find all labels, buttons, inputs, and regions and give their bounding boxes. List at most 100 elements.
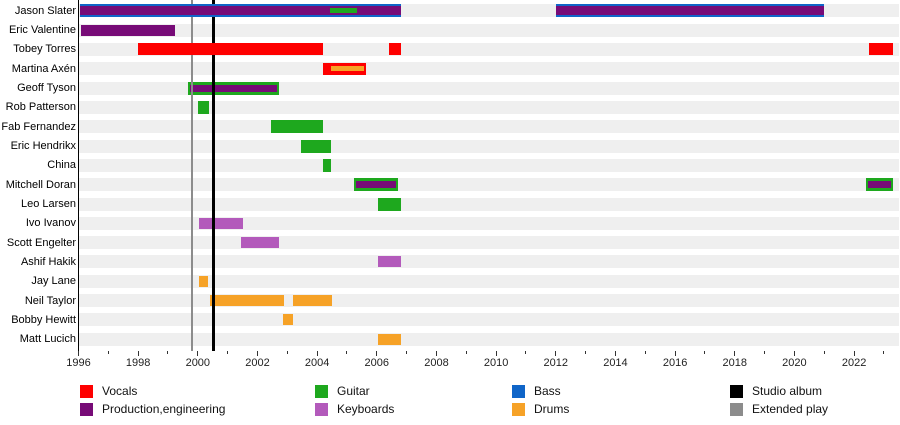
row-label: Eric Hendrikx	[10, 140, 76, 152]
minor-tick	[465, 351, 467, 354]
major-tick	[614, 351, 616, 356]
major-tick	[137, 351, 139, 356]
major-tick	[78, 351, 79, 356]
major-tick	[495, 351, 497, 356]
major-tick	[555, 351, 557, 356]
row-label: Fab Fernandez	[1, 120, 76, 133]
major-tick	[793, 351, 795, 356]
row-stripe	[78, 100, 899, 114]
legend-label-studio-album: Studio album	[752, 384, 823, 398]
row-label: Ivo Ivanov	[25, 217, 76, 230]
row-stripe	[78, 197, 899, 211]
row-label: Geoff Tyson	[17, 82, 76, 95]
guitar-swatch	[315, 384, 328, 398]
minor-tick	[823, 351, 825, 354]
axis-year-label: 2004	[304, 357, 330, 369]
axis-year-label: 2006	[364, 357, 390, 369]
timeline-bar-keyboards	[378, 256, 402, 268]
legend-label-vocals: Vocals	[102, 384, 138, 398]
axis-year-label: 1996	[66, 357, 91, 369]
timeline-bar-drums	[293, 295, 333, 307]
minor-tick	[286, 351, 288, 354]
timeline-bar-drums	[330, 66, 365, 72]
row-stripe	[78, 158, 899, 172]
extended-play-swatch	[730, 402, 743, 416]
row-stripe	[78, 62, 899, 76]
minor-tick	[346, 351, 348, 354]
row-stripe	[78, 294, 899, 308]
legend-label-bass: Bass	[534, 384, 561, 398]
timeline-bar-keyboards	[199, 217, 243, 229]
row-stripe	[78, 313, 899, 327]
legend-item-vocals: Vocals	[80, 383, 137, 399]
legend-item-bass: Bass	[512, 383, 561, 399]
timeline-bar-guitar	[329, 8, 358, 14]
timeline-bar-drums	[378, 333, 402, 345]
row-label: Mitchell Doran	[5, 178, 76, 191]
axis-year-label: 2002	[245, 357, 270, 369]
legend-item-guitar: Guitar	[315, 383, 370, 399]
axis-year-label: 2020	[782, 357, 807, 369]
timeline-bar-drums	[282, 314, 294, 326]
timeline-bar-guitar	[323, 158, 331, 172]
row-label: Bobby Hewitt	[11, 313, 76, 326]
major-tick	[256, 351, 258, 356]
minor-tick	[227, 351, 229, 354]
axis-year-label: 2014	[603, 357, 628, 369]
row-label: Scott Engelter	[6, 236, 76, 249]
row-label: Jason Slater	[14, 4, 76, 17]
row-label: Jay Lane	[31, 275, 76, 288]
legend-item-drums: Drums	[512, 401, 569, 417]
legend-item-extended-play: Extended play	[730, 401, 828, 417]
row-label: Eric Valentine	[8, 24, 76, 37]
major-tick	[674, 351, 676, 356]
timeline-bar-production	[81, 24, 176, 36]
row-stripe	[78, 236, 899, 250]
studio-album-swatch	[730, 384, 743, 398]
row-stripe	[78, 274, 899, 288]
row-stripe	[78, 178, 899, 192]
major-tick	[734, 351, 736, 356]
minor-tick	[883, 351, 885, 354]
legend: Vocals Production,engineering Guitar Key…	[0, 382, 900, 422]
timeline-bar-drums	[209, 295, 285, 307]
y-axis-line	[77, 0, 80, 351]
timeline-bar-vocals	[868, 43, 893, 56]
row-stripe	[78, 255, 899, 269]
legend-label-drums: Drums	[534, 402, 570, 416]
timeline-bar-production	[79, 6, 401, 16]
legend-label-production: Production,engineering	[102, 402, 226, 416]
vocals-swatch	[80, 384, 93, 398]
production-swatch	[80, 402, 93, 416]
timeline-bar-guitar	[270, 120, 324, 134]
row-stripe	[78, 81, 899, 95]
row-stripe	[78, 216, 899, 230]
row-label: Tobey Torres	[13, 43, 76, 56]
minor-tick	[644, 351, 646, 354]
timeline-bar-production	[190, 84, 277, 92]
row-stripe	[78, 332, 899, 346]
timeline-bar-vocals	[138, 43, 324, 56]
timeline-bar-guitar	[197, 100, 209, 114]
minor-tick	[525, 351, 527, 354]
timeline-bar-guitar	[300, 139, 331, 153]
axis-year-label: 1998	[125, 357, 151, 369]
row-label: China	[47, 159, 76, 172]
row-label: Ashif Hakik	[20, 255, 76, 268]
row-stripe	[78, 139, 899, 153]
row-stripe	[78, 120, 899, 134]
row-label: Rob Patterson	[5, 101, 76, 114]
marker-line-studio-album	[212, 0, 216, 351]
major-tick	[853, 351, 855, 356]
timeline-bar-production	[555, 6, 825, 16]
timeline-bar-keyboards	[241, 237, 279, 249]
axis-year-label: 2010	[483, 357, 509, 369]
major-tick	[197, 351, 199, 356]
row-label: Neil Taylor	[24, 294, 76, 307]
legend-item-studio-album: Studio album	[730, 383, 822, 399]
axis-year-label: 2022	[841, 357, 867, 369]
row-label: Matt Lucich	[19, 333, 76, 346]
axis-year-label: 2008	[424, 357, 449, 369]
major-tick	[435, 351, 437, 356]
